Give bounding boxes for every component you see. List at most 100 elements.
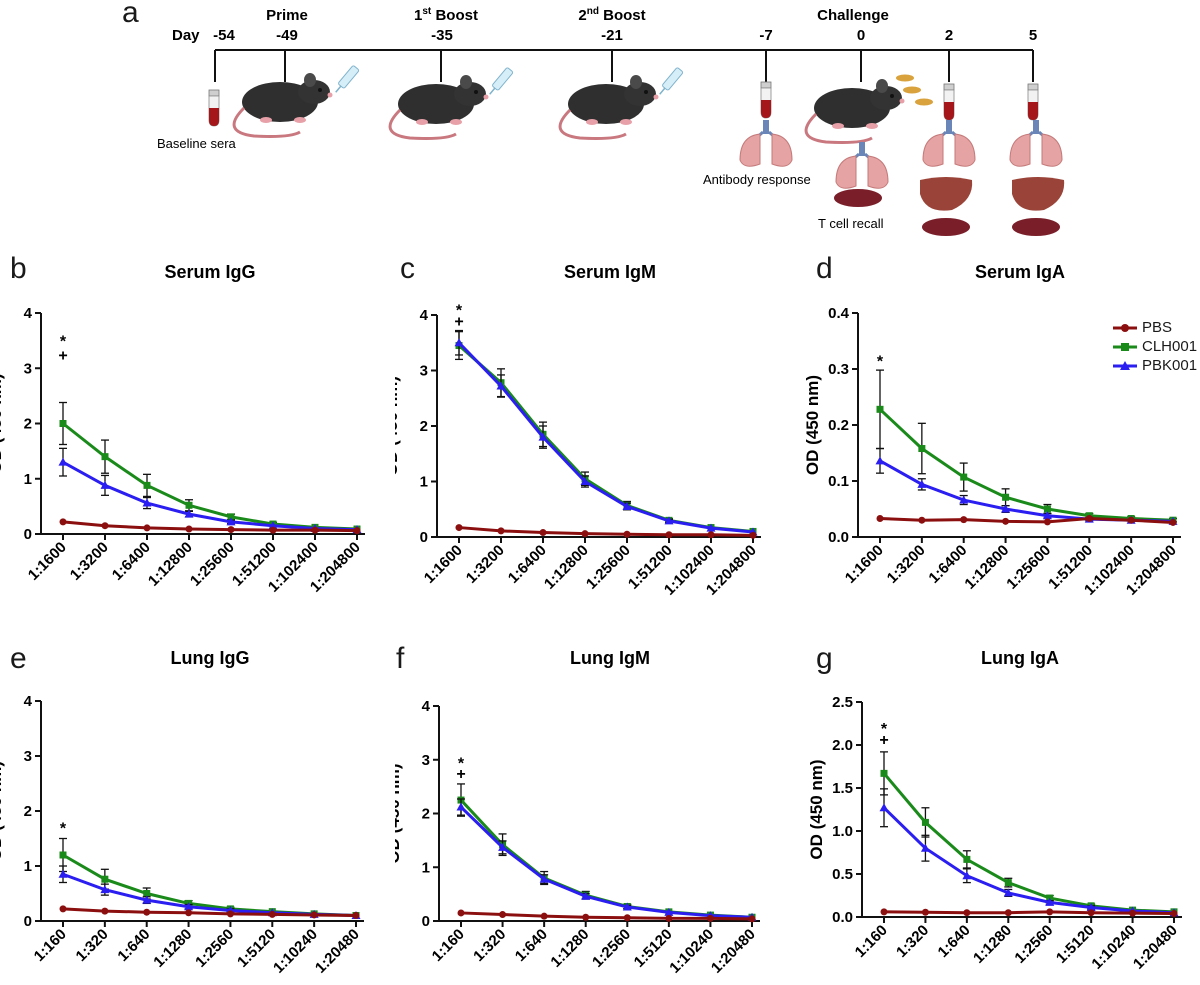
point-clh001 bbox=[963, 855, 971, 863]
point-pbs bbox=[540, 912, 548, 920]
panel-label-g: g bbox=[816, 642, 833, 675]
chart-title: Serum IgG bbox=[164, 262, 255, 282]
mouse-icon bbox=[232, 71, 334, 138]
series-line-pbs bbox=[62, 907, 357, 917]
point-pbs bbox=[1129, 909, 1137, 917]
day-value-3: -35 bbox=[431, 27, 453, 44]
y-tick-label: 0 bbox=[422, 913, 430, 930]
significance-mark: + bbox=[454, 314, 463, 331]
y-axis-label: OD (450 nm) bbox=[803, 375, 822, 475]
x-tick-label: 1:12800 bbox=[145, 539, 196, 590]
series-line-pbk001 bbox=[457, 341, 754, 534]
point-clh001 bbox=[876, 405, 884, 413]
point-pbs bbox=[1004, 909, 1012, 917]
point-pbs bbox=[960, 516, 968, 524]
point-clh001 bbox=[143, 890, 151, 897]
series-line-pbk001 bbox=[882, 806, 1175, 915]
mouse-icon bbox=[804, 77, 906, 144]
point-pbs bbox=[665, 914, 673, 922]
point-pbk001 bbox=[920, 843, 930, 852]
y-tick-label: 0.5 bbox=[832, 866, 853, 883]
point-pbk001 bbox=[879, 803, 889, 812]
series-line-pbk001 bbox=[62, 460, 358, 532]
point-pbs bbox=[499, 911, 507, 919]
legend-marker bbox=[1121, 323, 1129, 332]
point-pbs bbox=[749, 531, 757, 539]
caption-baseline: Baseline sera bbox=[157, 136, 237, 151]
y-tick-label: 2 bbox=[24, 803, 32, 820]
point-pbs bbox=[581, 530, 589, 538]
blood-tube-icon bbox=[760, 81, 772, 119]
point-pbk001 bbox=[917, 479, 927, 488]
x-tick-label: 1:320 bbox=[893, 922, 932, 961]
caption-antibody: Antibody response bbox=[703, 172, 811, 187]
y-tick-label: 0 bbox=[24, 526, 32, 543]
lungs-icon bbox=[834, 140, 890, 190]
significance-mark: * bbox=[60, 821, 67, 838]
x-tick-label: 1:12800 bbox=[541, 542, 592, 593]
point-pbk001 bbox=[100, 480, 110, 489]
day-value-2: -49 bbox=[276, 27, 298, 44]
point-pbk001 bbox=[456, 802, 466, 811]
chart-title: Lung IgG bbox=[171, 648, 250, 668]
point-pbs bbox=[457, 909, 465, 917]
y-tick-label: 0 bbox=[24, 913, 32, 930]
x-tick-label: 1:2560 bbox=[1011, 922, 1056, 967]
point-pbk001 bbox=[962, 871, 972, 880]
bacteria-icon bbox=[903, 86, 921, 94]
y-tick-label: 3 bbox=[24, 748, 32, 765]
series-line-pbs bbox=[460, 911, 753, 921]
y-tick-label: 1 bbox=[24, 858, 32, 875]
point-pbk001 bbox=[581, 891, 591, 900]
y-tick-label: 2.5 bbox=[832, 694, 853, 711]
chart-title: Lung IgA bbox=[981, 648, 1059, 668]
y-tick-label: 0.1 bbox=[828, 473, 849, 490]
point-pbs bbox=[226, 910, 234, 918]
y-axis-label: OD (450 nm) bbox=[395, 763, 403, 863]
lungs-icon bbox=[1008, 118, 1064, 168]
x-tick-label: 1:3200 bbox=[884, 542, 929, 587]
point-pbs bbox=[353, 527, 361, 535]
mouse-icon bbox=[558, 73, 660, 140]
day-value-8: 5 bbox=[1029, 27, 1037, 44]
point-pbs bbox=[185, 909, 193, 917]
x-tick-label: 1:10240 bbox=[270, 926, 321, 977]
point-pbs bbox=[310, 911, 318, 919]
x-tick-label: 1:20480 bbox=[1130, 922, 1181, 973]
y-tick-label: 1.5 bbox=[832, 780, 853, 797]
x-tick-label: 1:25600 bbox=[583, 542, 634, 593]
point-pbk001 bbox=[1003, 888, 1013, 897]
spleen-icon bbox=[1012, 218, 1060, 236]
y-tick-label: 1 bbox=[422, 859, 430, 876]
point-pbk001 bbox=[959, 495, 969, 504]
point-pbs bbox=[59, 905, 67, 913]
point-pbk001 bbox=[875, 456, 885, 465]
x-tick-label: 1:12800 bbox=[961, 542, 1012, 593]
event-prime: Prime bbox=[266, 7, 308, 24]
significance-mark: * bbox=[877, 354, 884, 371]
point-clh001 bbox=[101, 453, 109, 461]
point-pbs bbox=[497, 527, 505, 535]
point-pbk001 bbox=[184, 509, 194, 518]
point-pbs bbox=[880, 908, 888, 916]
day-value-7: 2 bbox=[945, 27, 953, 44]
series-line-pbs bbox=[879, 517, 1174, 524]
point-clh001 bbox=[101, 875, 109, 883]
x-tick-label: 1:640 bbox=[114, 926, 153, 965]
point-pbs bbox=[311, 526, 319, 534]
point-pbs bbox=[227, 526, 235, 534]
event-first-boost: 1st Boost bbox=[414, 6, 478, 24]
point-pbs bbox=[143, 908, 151, 916]
x-tick-label: 1:20480 bbox=[312, 926, 363, 977]
y-axis-label: OD (450 nm) bbox=[0, 373, 5, 473]
series-line-clh001 bbox=[882, 772, 1175, 914]
legend-marker bbox=[1121, 342, 1129, 351]
y-tick-label: 0.0 bbox=[832, 909, 853, 926]
point-pbs bbox=[1085, 515, 1093, 523]
legend-swatch bbox=[1113, 323, 1137, 332]
y-axis-label: OD (450 nm) bbox=[395, 376, 401, 476]
significance-mark: + bbox=[456, 766, 465, 783]
